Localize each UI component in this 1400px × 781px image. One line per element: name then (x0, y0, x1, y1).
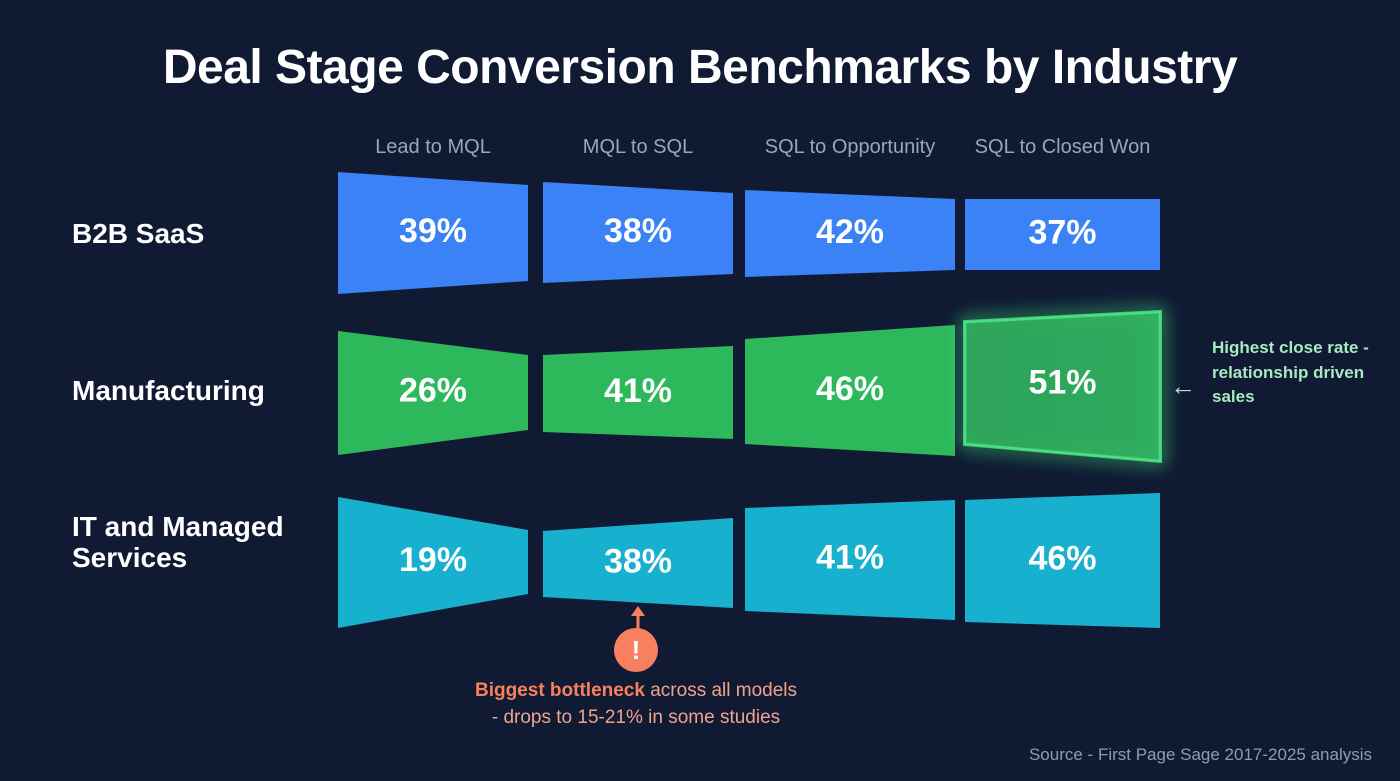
annotation-bottom-strong: Biggest bottleneck (474, 680, 645, 701)
column-header-lead-to-mql: Lead to MQL (375, 136, 491, 158)
annotation-biggest-bottleneck: Biggest bottleneck across all models - d… (400, 678, 872, 732)
funnel-bar[interactable] (543, 518, 733, 608)
bar-value-label: 39% (399, 212, 467, 250)
annotation-bottom-line2: - drops to 15-21% in some studies (491, 706, 781, 728)
bar-value-label: 46% (816, 370, 884, 408)
funnel-bar[interactable] (543, 182, 733, 283)
funnel-bar[interactable] (965, 493, 1160, 628)
funnel-bar[interactable] (338, 331, 528, 455)
bar-value-label: 51% (1028, 364, 1096, 402)
source-note: Source - First Page Sage 2017-2025 analy… (1028, 745, 1372, 764)
column-header-sql-to-opportunity: SQL to Opportunity (764, 136, 936, 158)
column-header-sql-to-closed-won: SQL to Closed Won (974, 136, 1151, 158)
row-label-manufacturing: Manufacturing (72, 375, 265, 406)
column-header-mql-to-sql: MQL to SQL (582, 136, 694, 158)
bar-value-label: 38% (604, 212, 672, 250)
funnel-bar[interactable] (745, 325, 955, 456)
funnel-bar[interactable] (963, 310, 1162, 463)
funnel-bar[interactable] (745, 190, 955, 277)
bar-value-label: 37% (1028, 213, 1096, 251)
bar-value-label: 41% (816, 539, 884, 577)
funnel-bar[interactable] (543, 346, 733, 439)
row-label-b2b-saas: B2B SaaS (72, 218, 205, 249)
bar-value-label: 38% (604, 542, 672, 580)
bar-value-label: 41% (604, 372, 672, 410)
funnel-bar[interactable] (965, 199, 1160, 270)
funnel-bar[interactable] (745, 500, 955, 620)
funnel-bar[interactable] (338, 172, 528, 294)
exclamation-glyph: ! (631, 635, 641, 665)
annotation-bottom-rest: across all models (644, 680, 798, 701)
bar-value-label: 42% (816, 213, 884, 251)
annotation-right-arrow-icon: ← (1170, 371, 1196, 401)
annotation-highest-close-rate: Highest close rate - relationship driven… (1212, 338, 1369, 407)
funnel-bar[interactable] (338, 497, 528, 628)
bar-value-label: 26% (399, 372, 467, 410)
bar-value-label: 19% (399, 541, 467, 579)
page-title: Deal Stage Conversion Benchmarks by Indu… (162, 41, 1238, 94)
row-label-it-and-managed-services: IT and Managed Services (72, 511, 284, 574)
bar-value-label: 46% (1028, 540, 1096, 578)
warning-exclamation-icon: ! (614, 628, 658, 672)
